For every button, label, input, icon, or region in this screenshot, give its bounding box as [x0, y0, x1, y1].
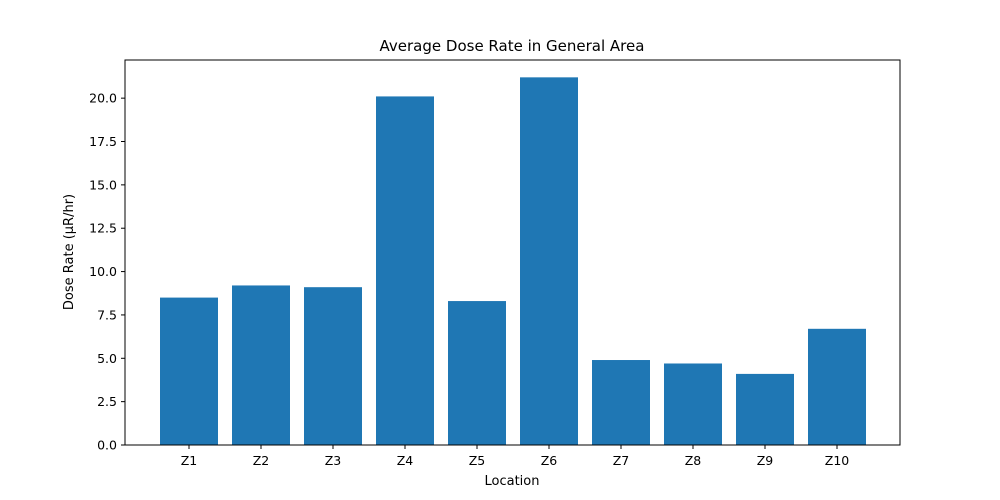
bar-z7 [592, 360, 650, 445]
bar-z8 [664, 363, 722, 445]
x-tick-label: Z6 [541, 453, 558, 468]
y-axis-label: Dose Rate (μR/hr) [62, 194, 77, 310]
y-tick-label: 10.0 [89, 264, 117, 279]
x-tick-label: Z5 [469, 453, 486, 468]
bar-z5 [448, 301, 506, 445]
x-tick-label: Z10 [825, 453, 850, 468]
chart-title: Average Dose Rate in General Area [380, 37, 645, 55]
y-tick-label: 20.0 [89, 91, 117, 106]
bars-group [160, 77, 866, 446]
y-tick-label: 15.0 [89, 177, 117, 192]
x-tick-label: Z3 [325, 453, 342, 468]
plot-frame [124, 59, 901, 446]
bar-z3 [304, 287, 362, 445]
x-axis-ticks: Z1 Z2 Z3 Z4 Z5 Z6 Z7 Z8 Z9 Z10 [181, 445, 850, 468]
x-tick-label: Z7 [613, 453, 630, 468]
x-tick-label: Z2 [253, 453, 270, 468]
y-axis-ticks: 0.0 2.5 5.0 7.5 10.0 12.5 15.0 17.5 20.0 [89, 91, 125, 453]
x-tick-label: Z1 [181, 453, 198, 468]
y-tick-label: 17.5 [89, 134, 117, 149]
x-tick-label: Z9 [757, 453, 774, 468]
x-tick-label: Z4 [397, 453, 414, 468]
bar-z10 [808, 328, 866, 445]
x-axis-label: Location [485, 474, 540, 489]
bar-z1 [160, 297, 218, 445]
y-tick-label: 5.0 [97, 351, 117, 366]
bar-z9 [736, 373, 794, 445]
y-tick-label: 2.5 [97, 394, 117, 409]
bar-z2 [232, 285, 290, 445]
bar-z4 [376, 96, 434, 446]
y-tick-label: 0.0 [97, 438, 117, 453]
bar-z6 [520, 77, 578, 445]
x-tick-label: Z8 [685, 453, 702, 468]
y-tick-label: 12.5 [89, 221, 117, 236]
y-tick-label: 7.5 [97, 307, 117, 322]
